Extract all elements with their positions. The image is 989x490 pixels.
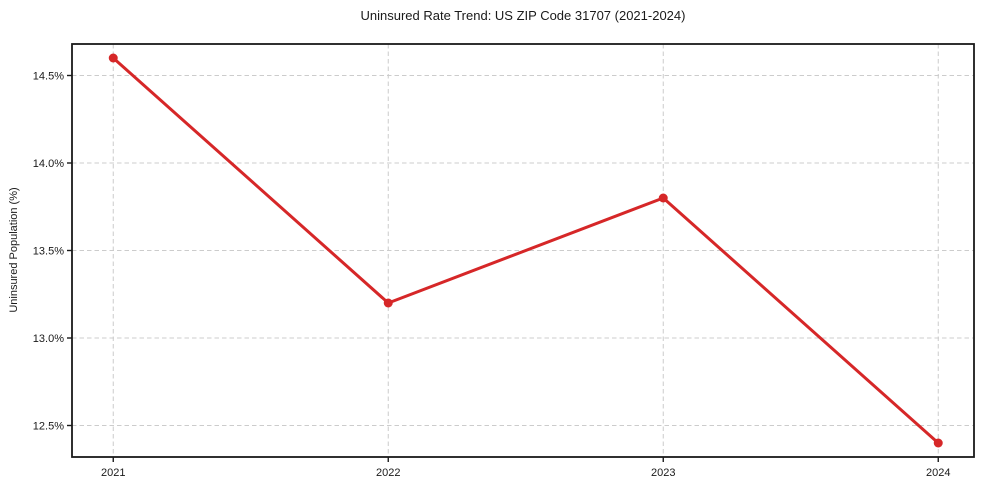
data-point-2024 [933,438,943,448]
y-tick-label: 14.5% [33,71,64,83]
chart-title: Uninsured Rate Trend: US ZIP Code 31707 … [360,8,686,23]
y-tick-label: 12.5% [33,421,64,433]
y-tick-label: 13.5% [33,246,64,258]
y-tick-label: 13.0% [33,333,64,345]
x-tick-label: 2022 [376,467,400,479]
y-axis-label: Uninsured Population (%) [8,187,20,313]
data-point-2021 [108,53,118,63]
trend-line [111,56,940,445]
x-tick-label: 2023 [651,467,675,479]
data-point-2023 [658,193,668,203]
data-point-2022 [383,298,393,308]
y-tick-label: 14.0% [33,158,64,170]
x-tick-label: 2021 [101,467,125,479]
x-tick-label: 2024 [926,467,950,479]
